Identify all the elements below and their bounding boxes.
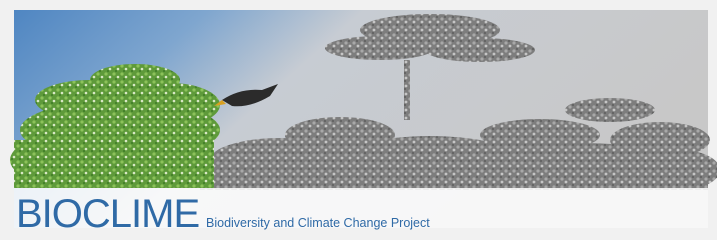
banner: BIOCLIME Biodiversity and Climate Change…	[0, 0, 717, 240]
subtitle: Biodiversity and Climate Change Project	[206, 216, 430, 230]
title: BIOCLIME	[16, 192, 199, 236]
